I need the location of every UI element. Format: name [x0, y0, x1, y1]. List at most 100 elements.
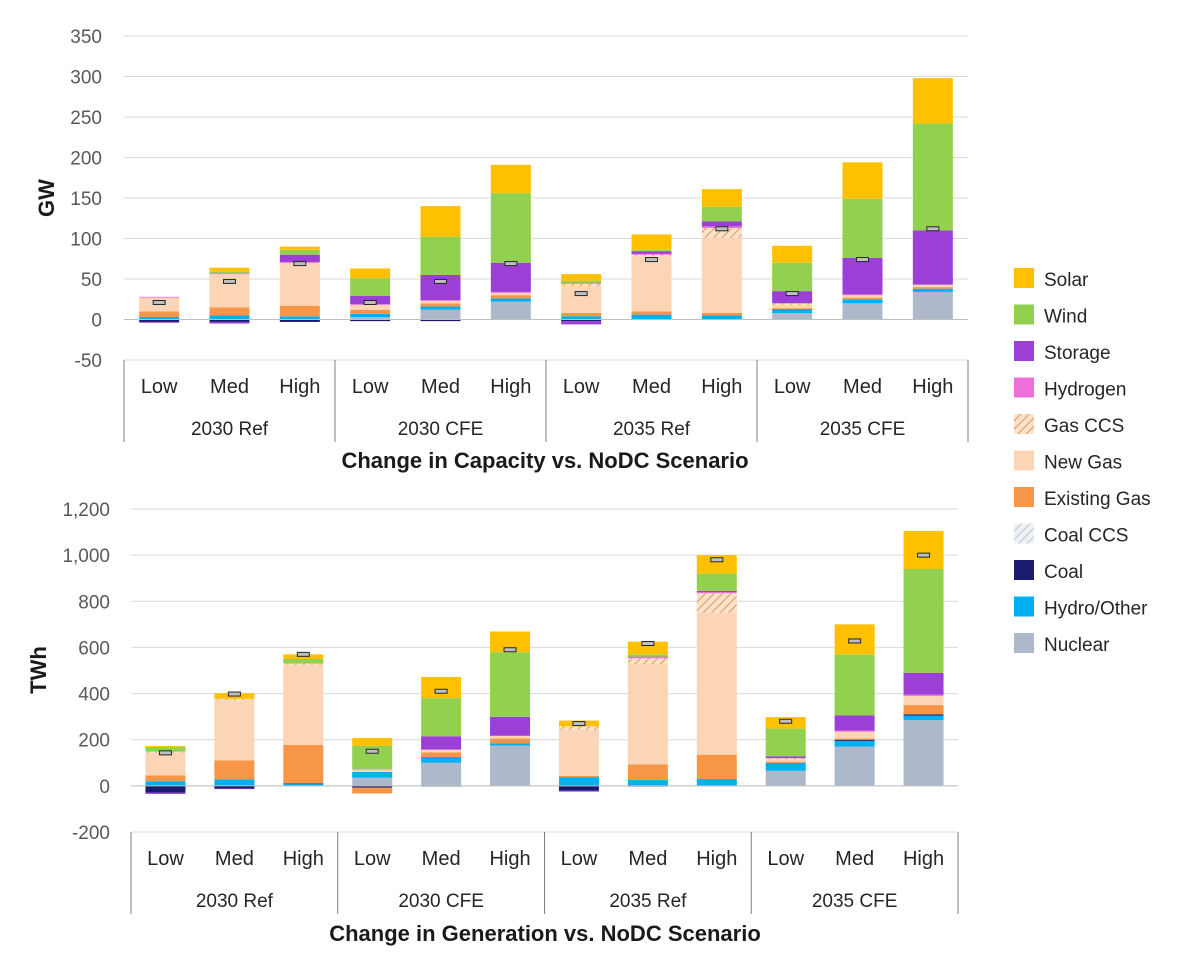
- capacity-net-total-marker: [152, 299, 166, 305]
- capacity-bar-nuclear: [842, 303, 883, 320]
- capacity-bar-storage: [139, 321, 180, 323]
- generation-category-label: High: [283, 848, 324, 870]
- generation-bar-hydrogen: [834, 730, 875, 732]
- generation-bar-gas-ccs: [765, 758, 806, 760]
- capacity-bar-hydrogen: [420, 300, 461, 301]
- capacity-y-tick-label: 250: [70, 108, 102, 129]
- generation-bar-existing-gas: [834, 738, 875, 740]
- capacity-bar-wind: [842, 198, 883, 258]
- capacity-bar-existing-gas: [279, 305, 320, 317]
- capacity-bar-solar: [912, 78, 953, 124]
- generation-bar-solar: [421, 676, 462, 699]
- capacity-bar-gas-ccs: [701, 227, 742, 238]
- capacity-category-label: Med: [843, 376, 882, 398]
- generation-bar-gas-ccs: [283, 663, 324, 665]
- capacity-bar-hydro-other: [561, 316, 602, 320]
- generation-bar-hydro-other: [558, 777, 599, 786]
- capacity-bar-new-gas: [561, 286, 602, 314]
- generation-bar-wind: [352, 745, 393, 769]
- generation-bar-wind: [145, 747, 186, 752]
- capacity-bar-coal: [561, 319, 602, 322]
- capacity-y-axis-title: GW: [34, 179, 59, 217]
- generation-bar-hydrogen: [903, 694, 944, 696]
- capacity-bar-nuclear: [350, 317, 391, 320]
- generation-bar-gas-ccs: [214, 698, 255, 701]
- generation-bar-hydrogen: [627, 657, 668, 659]
- capacity-bar-solar: [350, 268, 391, 279]
- capacity-y-tick-label: 200: [70, 149, 102, 170]
- generation-bar-new-gas: [352, 769, 393, 773]
- generation-bar-coal: [145, 785, 186, 793]
- generation-bar-existing-gas: [627, 764, 668, 781]
- capacity-net-total-marker: [856, 257, 869, 263]
- capacity-bar-hydro-other: [912, 288, 953, 292]
- capacity-bar-solar: [209, 267, 250, 272]
- capacity-bar-new-gas: [490, 292, 531, 296]
- generation-bar-storage: [696, 590, 737, 593]
- generation-net-total-marker: [296, 651, 310, 657]
- capacity-bar-hydro-other: [631, 314, 672, 320]
- legend-label-existing-gas: Existing Gas: [1044, 489, 1151, 510]
- capacity-bar-storage: [420, 274, 461, 301]
- capacity-category-label: Med: [632, 376, 671, 398]
- generation-net-total-marker: [917, 552, 931, 558]
- capacity-category-label: Med: [421, 376, 460, 398]
- capacity-bar-storage: [631, 251, 672, 254]
- generation-net-total-marker: [572, 721, 586, 727]
- capacity-bar-storage: [912, 230, 953, 285]
- legend-swatch-new-gas: [1014, 450, 1034, 471]
- capacity-category-label: High: [490, 376, 531, 398]
- capacity-bar-existing-gas: [490, 295, 531, 299]
- capacity-y-tick-label: 100: [70, 230, 102, 251]
- legend-swatch-nuclear: [1014, 633, 1034, 653]
- legend-label-coal: Coal: [1044, 562, 1083, 583]
- capacity-bar-coal: [350, 319, 391, 322]
- generation-group-label: 2030 CFE: [398, 891, 484, 912]
- generation-bar-existing-gas: [490, 738, 531, 744]
- generation-bar-wind: [765, 728, 806, 757]
- capacity-bar-existing-gas: [772, 308, 813, 309]
- capacity-net-total-marker: [715, 226, 729, 232]
- generation-y-tick-label: 1,200: [62, 500, 110, 521]
- capacity-bar-existing-gas: [350, 309, 391, 314]
- generation-bar-hydro-other: [903, 715, 944, 721]
- generation-bar-new-gas: [283, 664, 324, 746]
- capacity-bar-solar: [631, 234, 672, 250]
- generation-bar-existing-gas: [421, 752, 462, 758]
- generation-bar-coal: [283, 783, 324, 785]
- capacity-y-tick-label: 0: [91, 311, 102, 332]
- generation-y-tick-label: 600: [78, 638, 110, 659]
- generation-bar-nuclear: [765, 770, 806, 786]
- capacity-bar-hydro-other: [279, 316, 320, 320]
- generation-net-total-marker: [848, 638, 862, 644]
- capacity-bar-existing-gas: [912, 287, 953, 289]
- legend-label-new-gas: New Gas: [1044, 453, 1122, 474]
- generation-bar-solar: [627, 641, 668, 655]
- generation-bar-solar: [145, 745, 186, 748]
- generation-category-label: Low: [354, 848, 391, 870]
- generation-chart-title: Change in Generation vs. NoDC Scenario: [329, 921, 761, 946]
- generation-bar-new-gas: [558, 729, 599, 776]
- generation-category-label: Med: [215, 848, 254, 870]
- generation-category-label: Med: [835, 848, 874, 870]
- capacity-bar-nuclear: [912, 291, 953, 320]
- generation-bar-hydro-other: [834, 740, 875, 747]
- capacity-bar-storage: [701, 221, 742, 227]
- capacity-bar-new-gas: [842, 295, 883, 298]
- capacity-bar-storage: [561, 321, 602, 325]
- capacity-y-tick-label: 50: [81, 270, 102, 291]
- generation-net-total-marker: [503, 647, 517, 653]
- capacity-bar-wind: [209, 271, 250, 274]
- generation-bar-hydro-other: [696, 778, 737, 786]
- generation-bar-solar: [352, 738, 393, 746]
- generation-bar-solar: [903, 530, 944, 569]
- generation-bar-gas-ccs: [627, 658, 668, 665]
- legend-swatch-hydrogen: [1014, 377, 1034, 398]
- capacity-bar-solar: [490, 164, 531, 194]
- generation-bar-gas-ccs: [696, 593, 737, 613]
- capacity-bar-nuclear: [490, 301, 531, 320]
- capacity-bar-new-gas: [772, 304, 813, 309]
- capacity-chart-title: Change in Capacity vs. NoDC Scenario: [341, 448, 748, 473]
- capacity-bar-gas-ccs: [772, 303, 813, 305]
